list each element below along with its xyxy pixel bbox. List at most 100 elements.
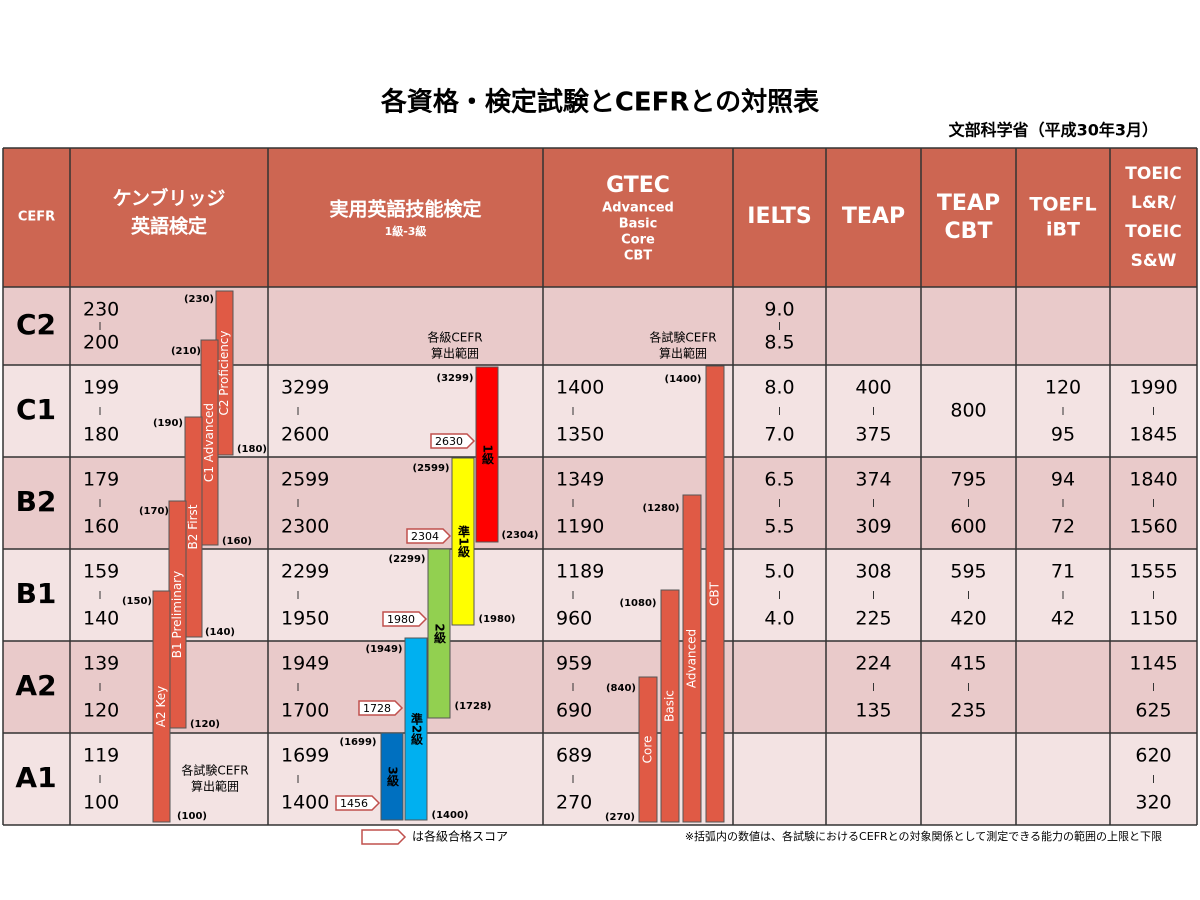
cell-high: 2299 — [281, 561, 329, 583]
column-title: L&R/ — [1131, 193, 1177, 213]
cell-low: 1150 — [1129, 608, 1177, 630]
source: 文部科学省（平成30年3月） — [949, 121, 1158, 140]
range-bottom: (1980) — [479, 614, 516, 625]
range-bar — [152, 590, 171, 823]
cell-low: 1560 — [1129, 516, 1177, 538]
bar-label: 3級 — [386, 766, 400, 787]
header-row — [3, 148, 1197, 287]
range-bar — [705, 365, 725, 823]
cell-high: 595 — [950, 561, 986, 583]
bar-label: CBT — [708, 581, 722, 606]
bar-label: Advanced — [685, 629, 699, 688]
cell-high: 1699 — [281, 745, 329, 767]
cell-low: 140 — [83, 608, 119, 630]
column-subtitle: Core — [621, 233, 655, 248]
pass-marker — [361, 829, 407, 845]
range-top: (190) — [153, 418, 183, 429]
footnote: ※括弧内の数値は、各試験におけるCEFRとの対象関係として測定できる能力の範囲の… — [685, 829, 1162, 843]
cell-high: 1555 — [1129, 561, 1177, 583]
row-bg — [3, 733, 1197, 825]
cell-low: 7.0 — [764, 424, 794, 446]
range-bar — [638, 676, 658, 823]
cell-high: 224 — [855, 653, 891, 675]
cell-high: 159 — [83, 561, 119, 583]
range-bottom: (100) — [177, 811, 207, 822]
cell-low: 1950 — [281, 608, 329, 630]
cell-high: 94 — [1051, 469, 1075, 491]
cell-low: 1350 — [556, 424, 604, 446]
range-top: (1400) — [665, 374, 702, 385]
cell-high: 308 — [855, 561, 891, 583]
range-bar — [427, 548, 451, 719]
cefr-level: A2 — [15, 669, 56, 702]
cell-low: 160 — [83, 516, 119, 538]
column-title: TEAP — [842, 204, 905, 229]
range-bottom: (180) — [237, 444, 267, 455]
cell-high: 119 — [83, 745, 119, 767]
pass-marker — [430, 433, 476, 449]
cell-low: 235 — [950, 700, 986, 722]
bar-label: 準2級 — [410, 711, 424, 745]
cell-high: 1400 — [556, 377, 604, 399]
column-title: TOEIC — [1125, 222, 1181, 242]
cefr-level: A1 — [15, 761, 56, 794]
column-title: TOEFL — [1029, 194, 1096, 216]
range-top: (1080) — [620, 598, 657, 609]
cell-high: 1949 — [281, 653, 329, 675]
range-bar — [682, 494, 702, 823]
pass-marker — [335, 795, 381, 811]
column-title: ケンブリッジ — [113, 187, 226, 210]
range-bottom: (2304) — [502, 530, 539, 541]
column-title: GTEC — [606, 173, 670, 198]
cell-low: 4.0 — [764, 608, 794, 630]
cell-high: 2599 — [281, 469, 329, 491]
cell-high: 5.0 — [764, 561, 794, 583]
cell-high: 374 — [855, 469, 891, 491]
cell-high: 9.0 — [764, 299, 794, 321]
column-title: TOEIC — [1125, 164, 1181, 184]
range-note: 算出範囲 — [191, 779, 239, 794]
pass-score: 1728 — [363, 702, 391, 715]
cell-low: 1400 — [281, 792, 329, 814]
range-bar — [660, 589, 680, 823]
range-top: (840) — [606, 683, 636, 694]
bar-label: C1 Advanced — [202, 403, 216, 482]
cell-low: 42 — [1051, 608, 1075, 630]
cell-low: 8.5 — [764, 332, 794, 354]
range-top: (1280) — [643, 503, 680, 514]
pass-marker — [382, 611, 428, 627]
cell-high: 689 — [556, 745, 592, 767]
range-note: 算出範囲 — [431, 346, 479, 361]
pass-marker — [358, 700, 404, 716]
cell-low: 320 — [1135, 792, 1171, 814]
cefr-level: B2 — [16, 485, 57, 518]
cell-low: 120 — [83, 700, 119, 722]
range-note: 各試験CEFR — [181, 763, 248, 778]
cell-low: 100 — [83, 792, 119, 814]
pass-score: 1980 — [387, 613, 415, 626]
cell-high: 3299 — [281, 377, 329, 399]
column-title: CBT — [945, 219, 993, 244]
range-bar — [404, 637, 428, 821]
cefr-level: C2 — [16, 308, 56, 341]
cell-high: 1189 — [556, 561, 604, 583]
cell-high: 199 — [83, 377, 119, 399]
range-note: 各試験CEFR — [649, 330, 716, 345]
range-bottom: (120) — [190, 719, 220, 730]
cell-low: 135 — [855, 700, 891, 722]
cell-high: 1840 — [1129, 469, 1177, 491]
column-subtitle: Basic — [619, 217, 658, 232]
cell-low: 1845 — [1129, 424, 1177, 446]
column-subtitle: 1級-3級 — [385, 224, 427, 238]
column-title: 英語検定 — [131, 215, 207, 238]
column-title: 実用英語技能検定 — [329, 198, 481, 221]
range-bar — [451, 457, 475, 626]
cell-high: 120 — [1045, 377, 1081, 399]
cell-low: 72 — [1051, 516, 1075, 538]
cell-low: 375 — [855, 424, 891, 446]
cell-low: 2600 — [281, 424, 329, 446]
cell-high: 1145 — [1129, 653, 1177, 675]
bar-label: 1級 — [481, 444, 495, 465]
cell-low: 5.5 — [764, 516, 794, 538]
